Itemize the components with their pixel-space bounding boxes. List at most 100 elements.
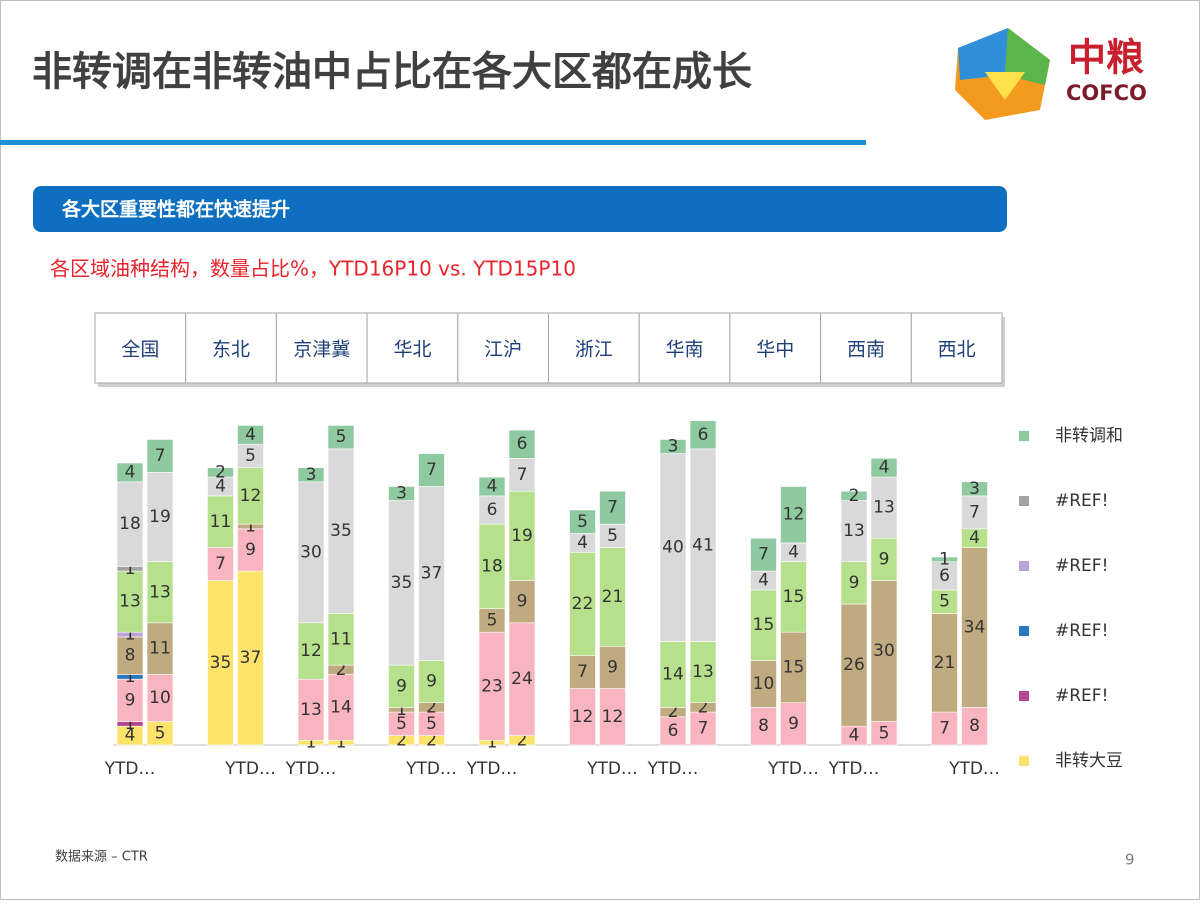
legend-marker <box>1019 496 1029 506</box>
data-label: 10 <box>149 688 171 708</box>
data-label: 26 <box>843 655 865 675</box>
bar-segment <box>237 528 264 572</box>
data-label: 11 <box>330 629 352 649</box>
region-label: 全国 <box>121 339 159 361</box>
data-label: 5 <box>577 512 588 532</box>
data-label: 6 <box>668 721 679 741</box>
logo-shape <box>985 72 1025 100</box>
data-label: 9 <box>607 657 618 677</box>
data-label: 2 <box>215 462 226 482</box>
data-label: 1 <box>245 516 256 536</box>
legend-label: 非转调和 <box>1055 426 1123 446</box>
data-label: 4 <box>849 726 860 746</box>
data-label: 6 <box>698 425 709 445</box>
data-label: 2 <box>668 702 679 722</box>
bar-segment <box>840 490 868 501</box>
bar-segment <box>750 660 777 708</box>
bar-segment <box>689 641 717 703</box>
bar-segment <box>689 420 717 450</box>
logo: 中粮 COFCO <box>955 28 1147 120</box>
banner <box>33 186 1007 232</box>
x-tick-label: YTD… <box>948 759 1000 779</box>
region-label: 西南 <box>847 339 885 361</box>
x-tick-label: YTD… <box>224 759 276 779</box>
data-label: 14 <box>330 697 352 717</box>
region-tab <box>548 312 640 384</box>
bar-segment <box>116 481 144 567</box>
region-label: 浙江 <box>575 339 613 361</box>
data-label: 8 <box>969 716 980 736</box>
legend-label: #REF! <box>1055 491 1108 511</box>
bar-segment <box>388 664 415 708</box>
bar-segment <box>207 467 234 478</box>
bar-segment <box>297 622 325 680</box>
bar-segment <box>508 457 536 492</box>
x-tick-label: YTD… <box>285 759 337 779</box>
x-tick-label: YTD… <box>405 759 457 779</box>
chart: 419181131184YTD…510111319735701142379112… <box>104 420 1123 779</box>
data-label: 7 <box>607 498 618 518</box>
bar-segment <box>297 678 325 741</box>
bar-segment <box>659 641 687 708</box>
bar-segment <box>116 636 144 675</box>
data-label: 3 <box>306 465 317 485</box>
bar-segment <box>599 688 626 746</box>
data-label: 5 <box>336 427 347 447</box>
region-tab <box>94 312 187 384</box>
data-label: 6 <box>517 434 528 454</box>
data-label: 9 <box>245 540 256 560</box>
bar-segment <box>237 425 264 445</box>
bar-segment <box>689 711 717 746</box>
data-label: 1 <box>396 700 407 720</box>
data-label: 40 <box>662 538 684 558</box>
bar-segment <box>327 674 355 741</box>
data-label: 5 <box>607 526 618 546</box>
data-label: 1 <box>939 549 950 569</box>
bar-segment <box>116 570 144 633</box>
data-label: 1 <box>487 733 498 753</box>
data-label: 18 <box>481 556 503 576</box>
bar-segment <box>297 467 325 483</box>
bar-segment <box>508 580 536 624</box>
data-label: 35 <box>391 573 413 593</box>
data-label: 21 <box>602 587 624 607</box>
data-label: 9 <box>426 672 437 692</box>
data-label: 35 <box>210 653 232 673</box>
region-label: 华南 <box>666 339 704 361</box>
data-label: 5 <box>487 610 498 630</box>
data-label: 2 <box>426 697 437 717</box>
data-label: 4 <box>969 528 980 548</box>
logo-shape <box>1005 28 1050 85</box>
bar-segment <box>780 631 807 704</box>
data-label: 19 <box>511 526 533 546</box>
data-label: 8 <box>125 646 136 666</box>
bar-segment <box>840 500 868 563</box>
bar-segment <box>508 429 536 459</box>
bar-segment <box>478 495 506 525</box>
data-label: 4 <box>245 425 256 445</box>
data-label: 6 <box>487 500 498 520</box>
data-label: 1 <box>125 559 136 579</box>
title-rule <box>0 140 866 145</box>
data-label: 15 <box>783 657 805 677</box>
data-label: 18 <box>119 514 141 534</box>
subtitle: 各区域油种结构，数量占比%，YTD16P10 vs. YTD15P10 <box>50 257 576 281</box>
bar-segment <box>146 472 174 562</box>
data-label: 22 <box>572 594 594 614</box>
bar-segment <box>870 537 898 581</box>
region-tab <box>638 312 731 384</box>
data-label: 4 <box>788 542 799 562</box>
data-label: 7 <box>155 446 166 466</box>
data-label: 8 <box>758 716 769 736</box>
data-label: 21 <box>934 653 956 673</box>
data-label: 1 <box>306 733 317 753</box>
bar-segment <box>569 509 596 534</box>
bar-segment <box>297 481 325 624</box>
region-tab <box>729 312 822 384</box>
bar-segment <box>207 547 234 581</box>
data-label: 14 <box>662 665 684 685</box>
bar-segment <box>327 425 355 450</box>
data-label: 7 <box>969 502 980 522</box>
bar-segment <box>418 453 445 487</box>
